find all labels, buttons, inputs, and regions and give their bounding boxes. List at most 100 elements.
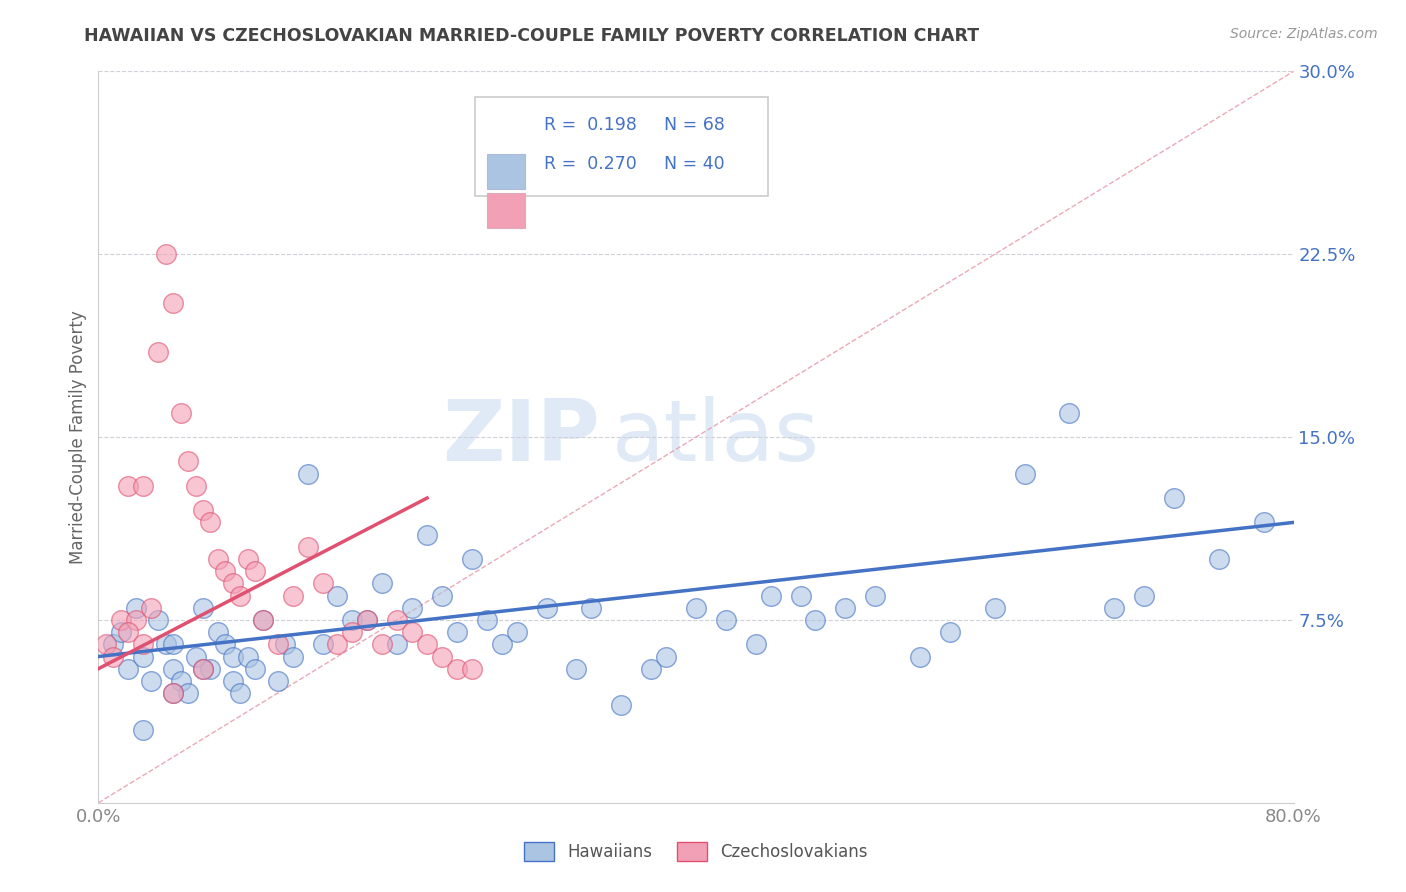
Point <box>139 600 162 615</box>
Point <box>714 613 737 627</box>
Point <box>148 344 170 359</box>
FancyBboxPatch shape <box>486 194 524 228</box>
Point <box>252 613 274 627</box>
Text: ZIP: ZIP <box>443 395 600 479</box>
Point <box>267 637 290 651</box>
Text: atlas: atlas <box>613 395 820 479</box>
Point <box>162 296 184 310</box>
Point <box>222 673 245 688</box>
Point <box>200 516 222 530</box>
Point <box>446 662 468 676</box>
Point <box>103 637 125 651</box>
Point <box>139 673 162 688</box>
Point <box>169 406 191 420</box>
Point <box>908 649 931 664</box>
FancyBboxPatch shape <box>486 154 524 189</box>
Point <box>162 686 184 700</box>
Point <box>236 552 259 566</box>
Point <box>342 625 364 640</box>
Point <box>1208 552 1230 566</box>
Point <box>267 673 290 688</box>
Point <box>371 637 394 651</box>
Point <box>401 600 423 615</box>
Point <box>117 625 139 640</box>
Point <box>177 454 200 468</box>
FancyBboxPatch shape <box>475 97 768 195</box>
Point <box>236 649 259 664</box>
Point <box>132 479 155 493</box>
Point <box>1133 589 1156 603</box>
Point <box>804 613 827 627</box>
Point <box>94 637 117 651</box>
Point <box>207 552 229 566</box>
Point <box>229 589 252 603</box>
Text: Source: ZipAtlas.com: Source: ZipAtlas.com <box>1230 27 1378 41</box>
Point <box>169 673 191 688</box>
Point <box>1104 600 1126 615</box>
Point <box>297 540 319 554</box>
Point <box>252 613 274 627</box>
Text: R =  0.198: R = 0.198 <box>544 116 637 134</box>
Point <box>685 600 707 615</box>
Point <box>207 625 229 640</box>
Point <box>162 637 184 651</box>
Point <box>506 625 529 640</box>
Point <box>342 613 364 627</box>
Point <box>191 662 214 676</box>
Text: HAWAIIAN VS CZECHOSLOVAKIAN MARRIED-COUPLE FAMILY POVERTY CORRELATION CHART: HAWAIIAN VS CZECHOSLOVAKIAN MARRIED-COUP… <box>84 27 980 45</box>
Point <box>191 662 214 676</box>
Point <box>939 625 962 640</box>
Point <box>297 467 319 481</box>
Point <box>430 589 453 603</box>
Point <box>103 649 125 664</box>
Point <box>475 613 498 627</box>
Point <box>162 662 184 676</box>
Point <box>132 637 155 651</box>
Point <box>229 686 252 700</box>
Point <box>385 637 409 651</box>
Point <box>162 686 184 700</box>
Point <box>326 589 349 603</box>
Point <box>155 247 177 261</box>
Point <box>132 649 155 664</box>
Point <box>132 723 155 737</box>
Point <box>110 613 132 627</box>
Point <box>191 503 214 517</box>
Point <box>385 613 409 627</box>
Point <box>655 649 678 664</box>
Point <box>536 600 558 615</box>
Point <box>1253 516 1275 530</box>
Point <box>245 564 267 578</box>
Point <box>430 649 453 664</box>
Point <box>356 613 378 627</box>
Point <box>245 662 267 676</box>
Point <box>984 600 1007 615</box>
Point <box>416 637 439 651</box>
Point <box>581 600 603 615</box>
Point <box>446 625 468 640</box>
Point <box>371 576 394 591</box>
Point <box>184 479 207 493</box>
Text: N = 40: N = 40 <box>664 154 724 172</box>
Point <box>274 637 297 651</box>
Point <box>311 576 333 591</box>
Point <box>148 613 170 627</box>
Y-axis label: Married-Couple Family Poverty: Married-Couple Family Poverty <box>69 310 87 564</box>
Point <box>177 686 200 700</box>
Point <box>110 625 132 640</box>
Point <box>565 662 588 676</box>
Text: R =  0.270: R = 0.270 <box>544 154 637 172</box>
Point <box>865 589 887 603</box>
Point <box>401 625 423 640</box>
Point <box>117 479 139 493</box>
Point <box>222 649 245 664</box>
Point <box>789 589 811 603</box>
Point <box>834 600 856 615</box>
Point <box>214 637 236 651</box>
Point <box>1163 491 1185 505</box>
Legend: Hawaiians, Czechoslovakians: Hawaiians, Czechoslovakians <box>517 835 875 868</box>
Point <box>214 564 236 578</box>
Point <box>759 589 782 603</box>
Point <box>326 637 349 651</box>
Point <box>281 589 304 603</box>
